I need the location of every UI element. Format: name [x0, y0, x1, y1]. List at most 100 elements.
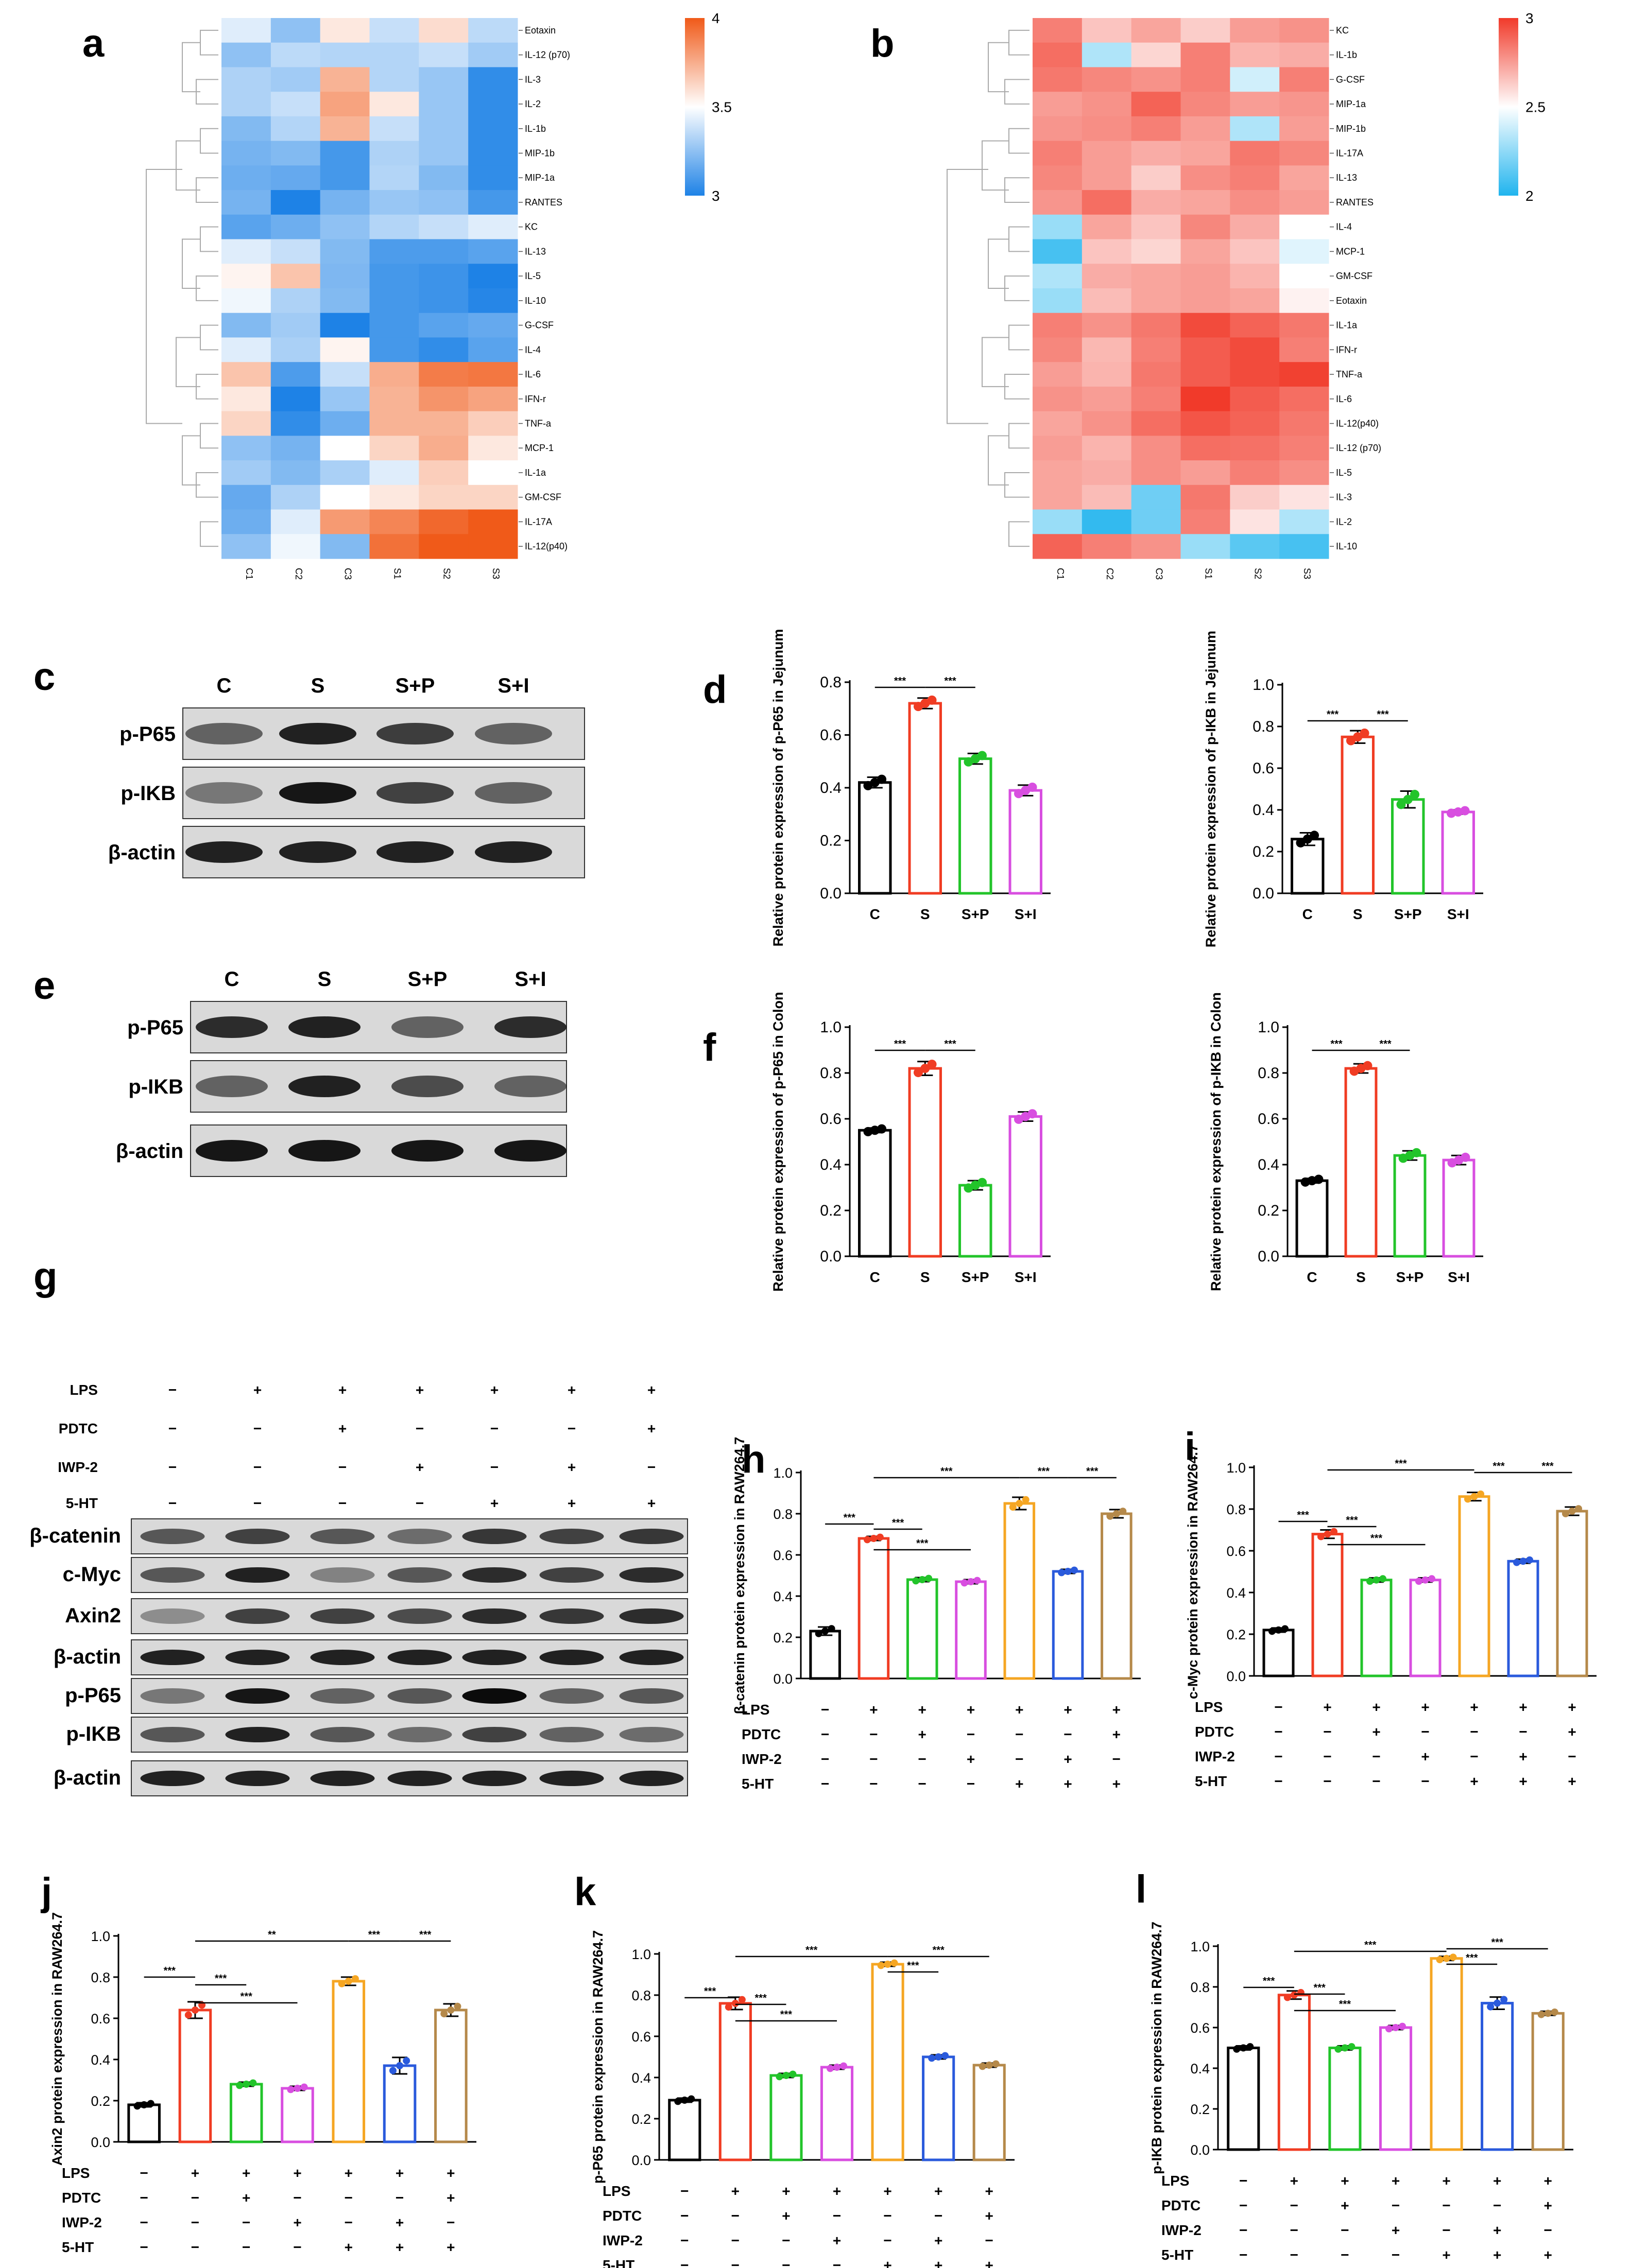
- treatment-sign: −: [140, 2239, 148, 2255]
- heatmap-cell: [320, 436, 370, 461]
- data-point: [725, 2003, 732, 2011]
- treatment-sign: −: [821, 1751, 829, 1767]
- treatment-sign: −: [1323, 1773, 1331, 1789]
- treatment-sign: +: [416, 1459, 424, 1475]
- heatmap-cell: [320, 190, 370, 215]
- heatmap-cell: [320, 116, 370, 142]
- band-label: p-IKB: [128, 1076, 183, 1098]
- heatmap-cell: [468, 42, 518, 67]
- heatmap-cell: [1230, 534, 1280, 559]
- x-tick-label: S+P: [962, 1269, 989, 1285]
- bar-chart-h: 0.0 0.2 0.4 0.6 0.8 1.0 β-catenin protein expr…: [732, 1437, 1141, 1792]
- data-point: [815, 1630, 822, 1637]
- band: [140, 1688, 205, 1704]
- panel-letter-g: g: [33, 1255, 57, 1299]
- lane-label: C: [217, 674, 232, 697]
- heatmap-cell: [320, 141, 370, 166]
- bar: [1409, 1579, 1442, 1677]
- heatmap-cell: [468, 411, 518, 436]
- significance-label: ***: [1377, 709, 1389, 720]
- treatment-sign: +: [345, 2165, 353, 2181]
- data-point: [985, 2062, 993, 2069]
- heatmap-cell: [1033, 214, 1083, 240]
- heatmap-cell: [1279, 165, 1329, 191]
- heatmap-cell: [369, 460, 419, 486]
- heatmap-cell: [468, 190, 518, 215]
- heatmap-cell: [1033, 42, 1083, 67]
- treatment-sign: +: [1519, 1748, 1527, 1764]
- data-point: [1537, 2011, 1545, 2018]
- y-tick-label: 0.8: [773, 1507, 793, 1522]
- heatmap-cell: [1033, 313, 1083, 338]
- treatment-sign: −: [869, 1751, 878, 1767]
- treatment-sign: −: [680, 2183, 689, 2199]
- heatmap-cell: [1033, 264, 1083, 289]
- column-label: C3: [1154, 568, 1164, 580]
- heatmap-cell: [468, 214, 518, 240]
- treatment-sign: −: [782, 2257, 790, 2268]
- band: [539, 1529, 604, 1544]
- data-point: [1477, 1490, 1485, 1498]
- treatment-row-label: PDTC: [59, 1421, 98, 1436]
- western-blot-e: C S S+P S+I p-P65 p-IKB β-actin: [116, 968, 567, 1177]
- heatmap-cell: [270, 18, 321, 43]
- data-point: [913, 1068, 923, 1078]
- panel-letter-l: l: [1136, 1867, 1146, 1911]
- treatment-sign: +: [1544, 2197, 1552, 2213]
- data-point: [294, 2085, 301, 2092]
- significance-label: ***: [1466, 1952, 1478, 1964]
- treatment-sign: −: [821, 1702, 829, 1718]
- heatmap-cell: [419, 214, 469, 240]
- heatmap-cell: [1230, 67, 1280, 92]
- heatmap-cell: [1279, 386, 1329, 412]
- band: [475, 723, 552, 745]
- significance-label: ***: [1492, 1461, 1505, 1472]
- bar: [383, 2064, 417, 2143]
- heatmap-cell: [468, 264, 518, 289]
- bar: [1311, 1533, 1344, 1677]
- colorbar-tick-label: 3: [712, 188, 720, 204]
- heatmap-cell: [320, 92, 370, 117]
- heatmap-cell: [270, 337, 321, 362]
- treatment-sign: −: [1470, 1748, 1478, 1764]
- bar: [972, 2064, 1006, 2161]
- y-tick-label: 0.2: [820, 833, 842, 850]
- treatment-sign: +: [1392, 2222, 1400, 2238]
- data-point: [1317, 1533, 1325, 1540]
- heatmap-cell: [1180, 141, 1230, 166]
- significance-label: ***: [215, 1973, 227, 1984]
- bar: [1291, 838, 1325, 895]
- y-axis-label: Axin2 protein expression in RAW264.7: [49, 1912, 65, 2166]
- data-point: [236, 2082, 244, 2089]
- heatmap-cell: [419, 484, 469, 510]
- treatment-sign: −: [293, 2190, 301, 2206]
- treatment-sign: +: [934, 2257, 942, 2268]
- treatment-sign: +: [1544, 2247, 1552, 2263]
- column-label: S3: [491, 568, 501, 579]
- panel-letter-d: d: [703, 668, 727, 712]
- band: [376, 841, 454, 863]
- heatmap-cell: [419, 264, 469, 289]
- treatment-sign: −: [416, 1421, 424, 1436]
- treatment-sign: +: [447, 2239, 455, 2255]
- treatment-row-label: IWP-2: [62, 2214, 102, 2230]
- treatment-sign: +: [934, 2232, 942, 2248]
- data-point: [1302, 834, 1312, 844]
- y-tick-label: 0.8: [631, 1988, 651, 2003]
- heatmap-cell: [369, 288, 419, 314]
- treatment-sign: +: [1290, 2173, 1298, 2189]
- x-tick-label: S: [920, 906, 930, 922]
- heatmap-cell: [270, 239, 321, 264]
- heatmap-cell: [1131, 67, 1181, 92]
- treatment-sign: +: [1519, 1699, 1527, 1715]
- treatment-sign: −: [934, 2208, 942, 2224]
- bar: [1277, 1994, 1311, 2151]
- data-point: [1112, 1510, 1120, 1517]
- heatmap-cell: [1033, 337, 1083, 362]
- treatment-sign: −: [1112, 1751, 1121, 1767]
- heatmap-cell: [320, 534, 370, 559]
- data-point: [1058, 1569, 1066, 1577]
- band: [391, 1076, 464, 1097]
- heatmap-cell: [1279, 264, 1329, 289]
- treatment-sign: +: [1568, 1773, 1576, 1789]
